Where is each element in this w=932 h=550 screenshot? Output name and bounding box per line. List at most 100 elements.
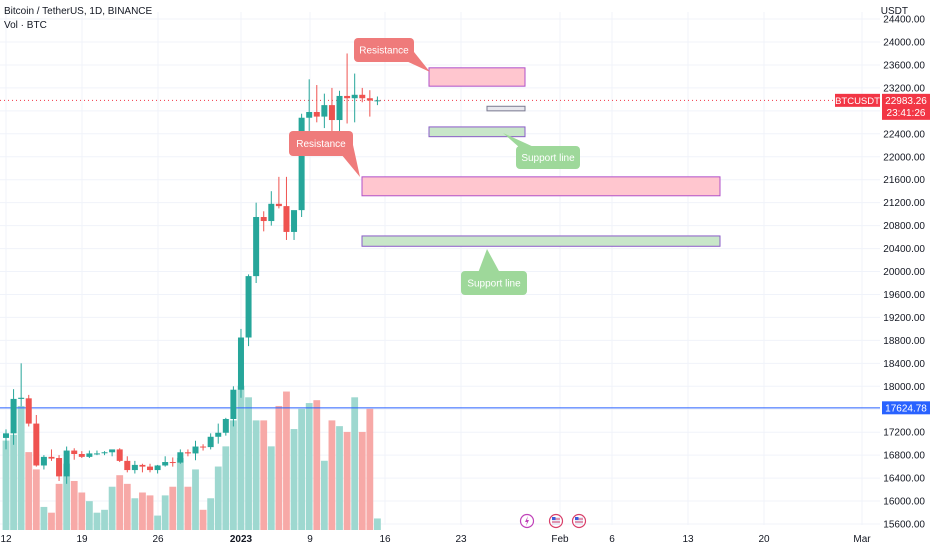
event-icon-us-economy-canton: [552, 517, 556, 520]
x-tick-label: 20: [758, 534, 770, 545]
volume-bar: [108, 486, 116, 530]
x-tick-label: 2023: [230, 534, 253, 545]
candle-body: [33, 423, 40, 466]
event-icon-earnings: [519, 513, 535, 529]
candle-body: [109, 449, 116, 453]
support-label-1-text: Support line: [521, 153, 575, 164]
volume-bar: [78, 492, 86, 530]
support-label-1-box: [516, 146, 580, 169]
candle-body: [40, 456, 47, 466]
candle-body: [192, 446, 199, 454]
support-label-2-text: Support line: [467, 279, 521, 290]
candle-body: [374, 100, 381, 102]
volume-bar: [313, 400, 321, 530]
volume-bar: [222, 446, 230, 530]
volume-bar: [93, 512, 101, 530]
volume-bar: [351, 397, 359, 530]
candle-body: [351, 94, 358, 99]
candle-body: [131, 464, 138, 471]
last-price-text: 22983.26: [885, 96, 927, 107]
candle-body: [359, 94, 366, 99]
volume-bar: [283, 391, 290, 530]
y-tick-label: 16800.00: [883, 451, 925, 462]
x-tick-label: 6: [609, 534, 615, 545]
x-tick-label: 19: [76, 534, 88, 545]
support-zone: [428, 126, 526, 138]
candle-body: [200, 446, 207, 448]
candle-body: [162, 462, 169, 466]
candle-body: [147, 466, 154, 471]
y-tick-label: 21200.00: [883, 198, 925, 209]
volume-bar: [230, 420, 237, 530]
x-tick-label: 13: [682, 534, 694, 545]
candle-body: [139, 464, 146, 467]
volume-bar: [146, 495, 154, 530]
candle-body: [101, 452, 108, 454]
hline-price-text: 17624.78: [885, 403, 927, 414]
resistance-label-2: Resistance: [289, 131, 360, 177]
x-tick-label: 16: [379, 534, 391, 545]
candle-body: [215, 432, 222, 437]
volume-bar: [207, 498, 215, 530]
support-zone: [361, 235, 721, 247]
resistance-label-1-text: Resistance: [359, 46, 409, 57]
volume-bar: [85, 501, 93, 530]
candle-body: [154, 465, 161, 471]
volume-bar: [366, 408, 374, 530]
volume-bar: [192, 469, 199, 530]
volume-bar: [40, 506, 48, 530]
y-tick-label: 20800.00: [883, 221, 925, 232]
volume-bar: [169, 486, 177, 530]
symbol-badge-text: BTCUSDT: [835, 96, 880, 107]
y-tick-label: 20000.00: [883, 267, 925, 278]
resistance-label-1-box: [354, 38, 414, 62]
volume-bar: [48, 512, 55, 530]
candle-body: [169, 462, 176, 464]
candle-body: [275, 203, 282, 207]
volume-bar: [176, 457, 184, 530]
candle-body: [63, 450, 70, 477]
x-tick-label: 26: [152, 534, 164, 545]
hline-price-badge: [882, 401, 930, 415]
symbol-title: Bitcoin / TetherUS, 1D, BINANCE: [4, 6, 153, 17]
candle-body: [237, 337, 244, 390]
volume-bar: [101, 509, 108, 530]
volume-bar: [343, 431, 351, 530]
y-tick-label: 18400.00: [883, 359, 925, 370]
x-tick-label: 9: [307, 534, 313, 545]
volume-bar: [275, 405, 283, 530]
support-label-1: Support line: [503, 133, 580, 169]
candle-body: [116, 449, 123, 461]
volume-bar: [245, 397, 252, 530]
volume-bar: [123, 483, 131, 530]
y-tick-label: 15600.00: [883, 520, 925, 531]
volume-bar: [298, 408, 306, 530]
y-tick-label: 22000.00: [883, 152, 925, 163]
candle-body: [78, 453, 85, 457]
volume-bar: [199, 509, 207, 530]
resistance-label-2-box: [289, 131, 353, 156]
candle-body: [344, 95, 351, 99]
volume-title: Vol · BTC: [4, 20, 47, 31]
candle-body: [184, 452, 191, 454]
candle-body: [93, 453, 100, 455]
y-tick-label: 24000.00: [883, 38, 925, 49]
volume-bar: [328, 420, 336, 530]
y-tick-label: 19200.00: [883, 313, 925, 324]
volume-bar: [267, 446, 275, 530]
volume-bar: [320, 460, 328, 530]
candle-body: [268, 203, 275, 222]
y-tick-label: 18800.00: [883, 336, 925, 347]
x-tick-label: Feb: [551, 534, 569, 545]
candle-body: [366, 98, 373, 101]
resistance-zone: [361, 176, 721, 197]
x-tick-label: Mar: [853, 534, 871, 545]
volume-bar: [260, 420, 268, 530]
y-tick-label: 16400.00: [883, 474, 925, 485]
volume-bar: [237, 385, 245, 530]
volume-bar: [336, 426, 343, 530]
volume-bar: [374, 518, 381, 530]
candle-body: [321, 105, 328, 117]
last-price-badge: [882, 93, 930, 120]
